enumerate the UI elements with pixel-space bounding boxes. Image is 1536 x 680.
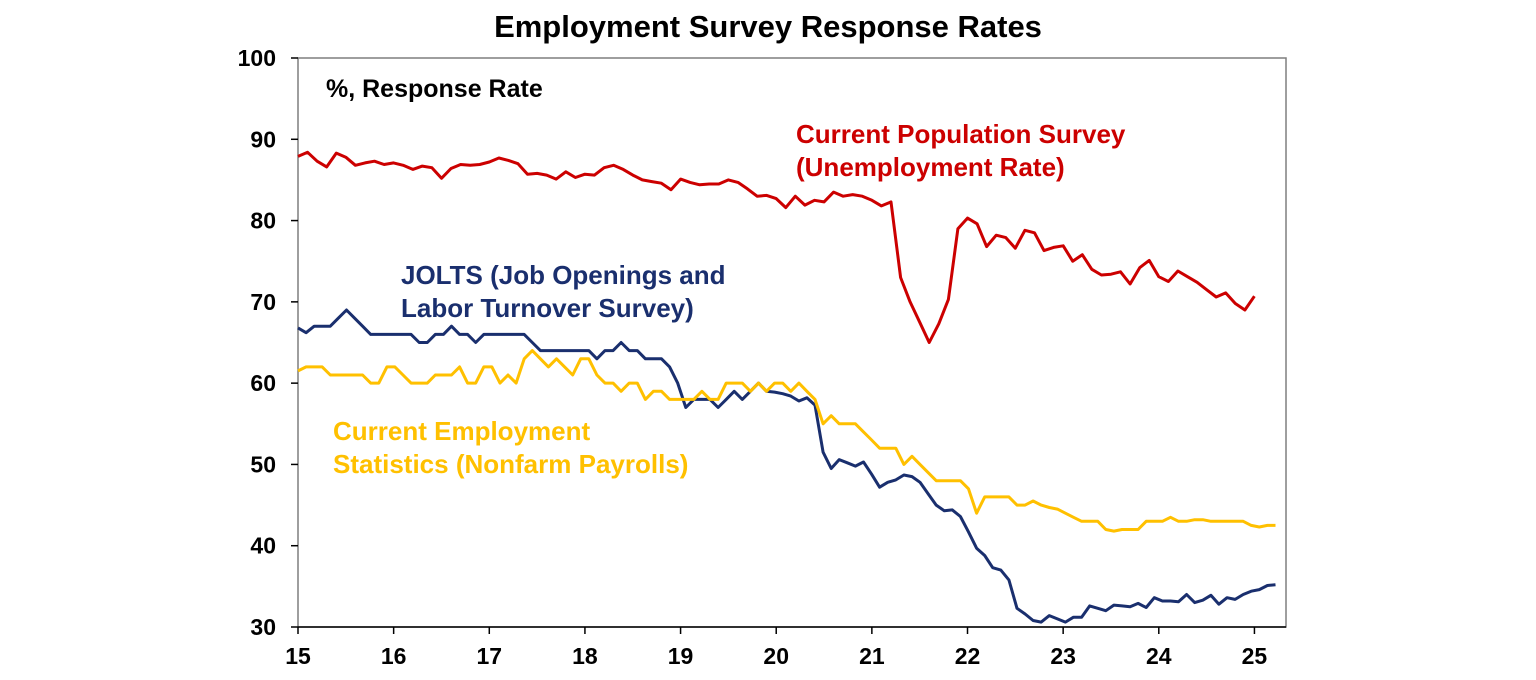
x-tick-label: 25 [1242,643,1268,669]
series-labels: Current Population Survey (Unemployment R… [333,119,1126,479]
y-tick-label: 30 [250,614,276,640]
y-tick-label: 70 [250,289,276,315]
y-tick-label: 50 [250,451,276,477]
y-tick-label: 40 [250,533,276,559]
series-line [297,349,1276,533]
series-line [297,150,1256,344]
x-tick-label: 22 [955,643,981,669]
series-label: JOLTS (Job Openings and Labor Turnover Su… [401,260,726,323]
series-line [297,308,1276,624]
series-label: Current Population Survey (Unemployment R… [796,119,1126,182]
x-tick-label: 16 [381,643,407,669]
x-tick-label: 15 [285,643,311,669]
unit-label: %, Response Rate [326,75,543,103]
chart-title: Employment Survey Response Rates [494,9,1042,44]
y-axis: 30 40 50 60 70 80 90 100 [238,45,298,640]
series-lines [297,150,1276,624]
y-tick-label: 60 [250,370,276,396]
y-tick-label: 100 [238,45,276,71]
plot-area [297,57,1287,628]
x-tick-label: 24 [1146,643,1172,669]
x-axis: 15 16 17 18 19 20 21 22 23 24 25 [285,626,1286,669]
x-tick-label: 23 [1050,643,1076,669]
y-tick-label: 80 [250,208,276,234]
x-tick-label: 20 [763,643,789,669]
x-tick-label: 17 [476,643,502,669]
x-tick-label: 21 [859,643,885,669]
x-tick-label: 19 [668,643,694,669]
series-label: Current Employment Statistics (Nonfarm Pa… [333,416,688,479]
y-tick-label: 90 [250,126,276,152]
x-tick-label: 18 [572,643,598,669]
